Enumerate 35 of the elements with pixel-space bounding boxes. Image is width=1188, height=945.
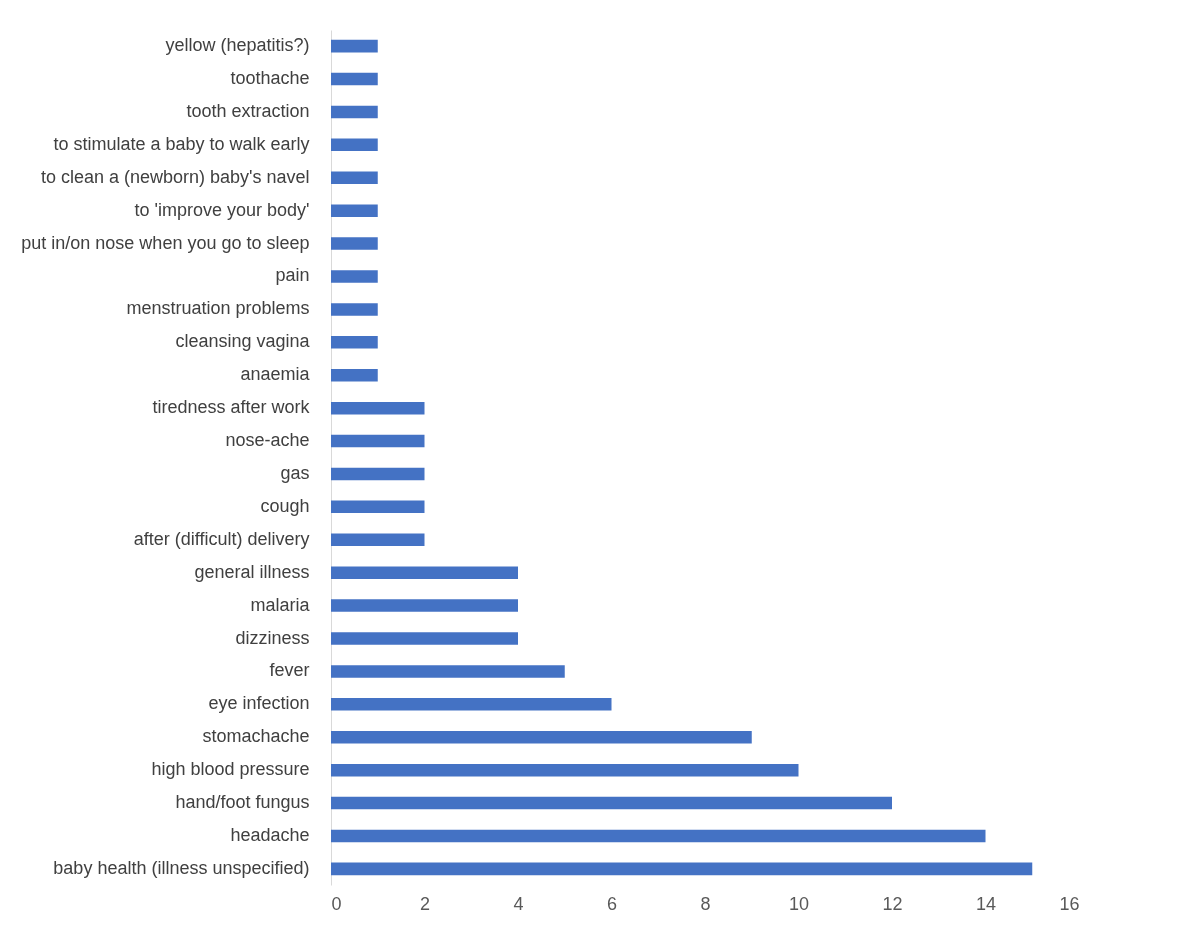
y-tick-label: hand/foot fungus [175, 792, 310, 813]
y-tick-label: headache [230, 824, 310, 845]
y-tick-label: cough [260, 495, 310, 516]
y-tick-label: toothache [230, 68, 310, 89]
y-tick-label: anaemia [240, 364, 311, 385]
x-tick-label: 4 [513, 893, 524, 914]
y-tick-label: dizziness [235, 627, 310, 648]
y-tick-label: malaria [250, 594, 311, 615]
x-tick-label: 16 [1059, 893, 1080, 914]
y-tick-label: stomachache [202, 726, 310, 747]
y-tick-label: pain [275, 265, 310, 286]
y-tick-label: fever [269, 660, 310, 681]
y-tick-label: general illness [194, 561, 310, 582]
y-tick-label: menstruation problems [126, 298, 310, 319]
y-tick-label: to stimulate a baby to walk early [53, 133, 310, 154]
x-tick-label: 14 [975, 893, 997, 914]
y-tick-label: after (difficult) delivery [133, 528, 310, 549]
y-tick-label: to 'improve your body' [134, 199, 310, 220]
y-tick-label: high blood pressure [151, 759, 310, 780]
y-tick-label: tooth extraction [186, 100, 310, 121]
x-tick-label: 2 [419, 893, 431, 914]
y-tick-label: eye infection [208, 693, 310, 714]
y-tick-label: to clean a (newborn) baby's navel [40, 166, 310, 187]
x-tick-label: 10 [788, 893, 810, 914]
x-tick-label: 12 [882, 893, 903, 914]
y-tick-label: nose-ache [225, 430, 310, 451]
y-tick-label: gas [280, 462, 310, 483]
x-tick-label: 6 [606, 893, 618, 914]
y-tick-label: baby health (illness unspecified) [53, 857, 310, 878]
x-tick-label: 8 [700, 893, 711, 914]
y-tick-label: tiredness after work [152, 397, 311, 418]
y-tick-label: yellow (hepatitis?) [165, 35, 310, 56]
y-tick-label: put in/on nose when you go to sleep [21, 232, 310, 253]
x-tick-label: 0 [331, 893, 342, 914]
y-tick-label: cleansing vagina [175, 331, 311, 352]
